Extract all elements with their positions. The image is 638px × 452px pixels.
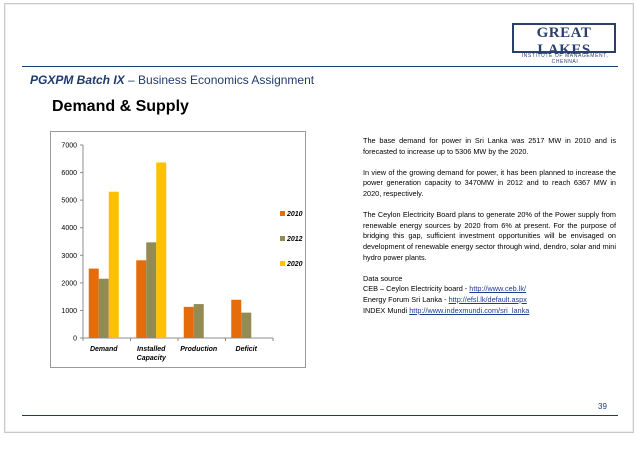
y-tick-label: 5000 [61,198,77,205]
x-category-label: Demand [90,346,118,353]
source-link-ceb[interactable]: http://www.ceb.lk/ [469,284,527,294]
bar-2020 [156,162,167,338]
logo-subtitle: INSTITUTE OF MANAGEMENT, CHENNAI [521,53,609,65]
logo-brand-text: GREAT LAKES [536,25,592,58]
y-tick-label: 3000 [61,253,77,260]
x-category-label: Capacity [137,355,167,362]
y-tick-label: 7000 [61,143,77,150]
x-category-label: Deficit [236,346,258,353]
slide-frame [4,3,634,433]
paragraph-demand: The base demand for power in Sri Lanka w… [363,136,616,156]
bar-2012 [241,312,252,338]
chart-canvas: 0 1000 2000 3000 4000 5000 6000 7000 Demand Insta… [61,143,303,363]
bar-2010 [231,299,242,338]
paragraph-capacity: In view of the growing demand for power,… [363,167,616,198]
header-divider [22,66,618,67]
legend-swatch-2012 [280,236,285,241]
x-category-label: Installed [137,346,166,353]
bar-2010 [136,260,147,338]
section-title: Demand & Supply [52,98,189,115]
y-tick-label: 2000 [61,280,77,287]
header-title-program: PGXPM Batch IX [30,73,125,87]
logo-border [512,23,616,53]
source-item-efsl: Energy Forum Sri Lanka - http://efsl.lk/… [363,295,616,306]
x-category-label: Production [180,346,217,353]
page-number: 39 [598,402,607,411]
source-link-efsl[interactable]: http://efsl.lk/default.aspx [448,294,527,304]
y-tick-label: 4000 [61,225,77,232]
bar-2010 [183,306,194,338]
sources-heading: Data source [363,273,403,283]
bar-2020 [108,191,119,338]
body-text: The base demand for power in Sri Lanka w… [363,136,616,316]
y-tick-label: 0 [73,336,77,343]
y-tick-label: 6000 [61,170,77,177]
source-label: CEB – Ceylon Electricity board - [363,284,470,294]
legend-swatch-2020 [280,261,285,266]
legend-label-2020: 2020 [286,261,303,268]
footer-divider [22,415,618,416]
bar-2012 [98,278,109,338]
legend-label-2012: 2012 [286,236,303,243]
demand-supply-chart: 0 1000 2000 3000 4000 5000 6000 7000 Demand Insta… [50,131,306,368]
legend-swatch-2010 [280,211,285,216]
source-item-indexmundi: INDEX Mundi http://www.indexmundi.com/sr… [363,306,616,317]
paragraph-renewable: The Ceylon Electricity Board plans to ge… [363,210,616,262]
great-lakes-logo: GREAT LAKES INSTITUTE OF MANAGEMENT, CHE… [512,23,616,65]
source-link-indexmundi[interactable]: http://www.indexmundi.com/sri_lanka [409,305,530,315]
y-tick-label: 1000 [61,308,77,315]
bar-2010 [88,268,99,338]
source-label: INDEX Mundi [363,305,410,315]
legend-label-2010: 2010 [286,211,303,218]
bar-2012 [146,242,157,338]
header-title: PGXPM Batch IX – Business Economics Assi… [30,73,314,87]
source-item-ceb: CEB – Ceylon Electricity board - http://… [363,284,616,295]
bar-2012 [193,304,204,338]
header-title-assignment: – Business Economics Assignment [124,73,315,87]
source-label: Energy Forum Sri Lanka - [363,294,449,304]
